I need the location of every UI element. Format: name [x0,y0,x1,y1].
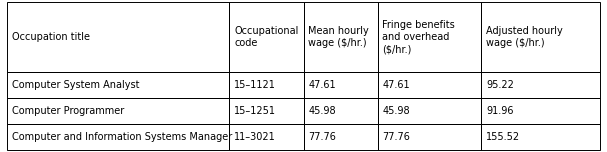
Bar [481,2,600,72]
Text: 77.76: 77.76 [308,132,336,142]
Bar [229,124,304,150]
Bar [481,98,600,124]
Text: 95.22: 95.22 [486,80,514,90]
Bar [7,98,229,124]
Text: 45.98: 45.98 [308,106,336,116]
Text: 47.61: 47.61 [308,80,336,90]
Bar [304,124,378,150]
Bar [378,72,481,98]
Text: Computer Programmer: Computer Programmer [12,106,124,116]
Text: 11–3021: 11–3021 [234,132,276,142]
Text: 77.76: 77.76 [382,132,410,142]
Text: 15–1251: 15–1251 [234,106,276,116]
Bar [7,72,229,98]
Bar [7,124,229,150]
Text: Occupation title: Occupation title [12,32,90,42]
Bar [481,124,600,150]
Text: Computer System Analyst: Computer System Analyst [12,80,140,90]
Text: Mean hourly
wage ($/hr.): Mean hourly wage ($/hr.) [308,26,369,48]
Bar [229,72,304,98]
Text: 47.61: 47.61 [382,80,410,90]
Text: 91.96: 91.96 [486,106,514,116]
Bar [378,98,481,124]
Text: Occupational
code: Occupational code [234,26,299,48]
Text: Fringe benefits
and overhead
($/hr.): Fringe benefits and overhead ($/hr.) [382,20,455,54]
Text: Computer and Information Systems Manager: Computer and Information Systems Manager [12,132,232,142]
Text: 15–1121: 15–1121 [234,80,276,90]
Bar [304,98,378,124]
Bar [378,2,481,72]
Bar [229,98,304,124]
Bar [304,72,378,98]
Bar [304,2,378,72]
Bar [7,2,229,72]
Text: Adjusted hourly
wage ($/hr.): Adjusted hourly wage ($/hr.) [486,26,563,48]
Bar [229,2,304,72]
Text: 155.52: 155.52 [486,132,520,142]
Bar [481,72,600,98]
Bar [378,124,481,150]
Text: 45.98: 45.98 [382,106,410,116]
